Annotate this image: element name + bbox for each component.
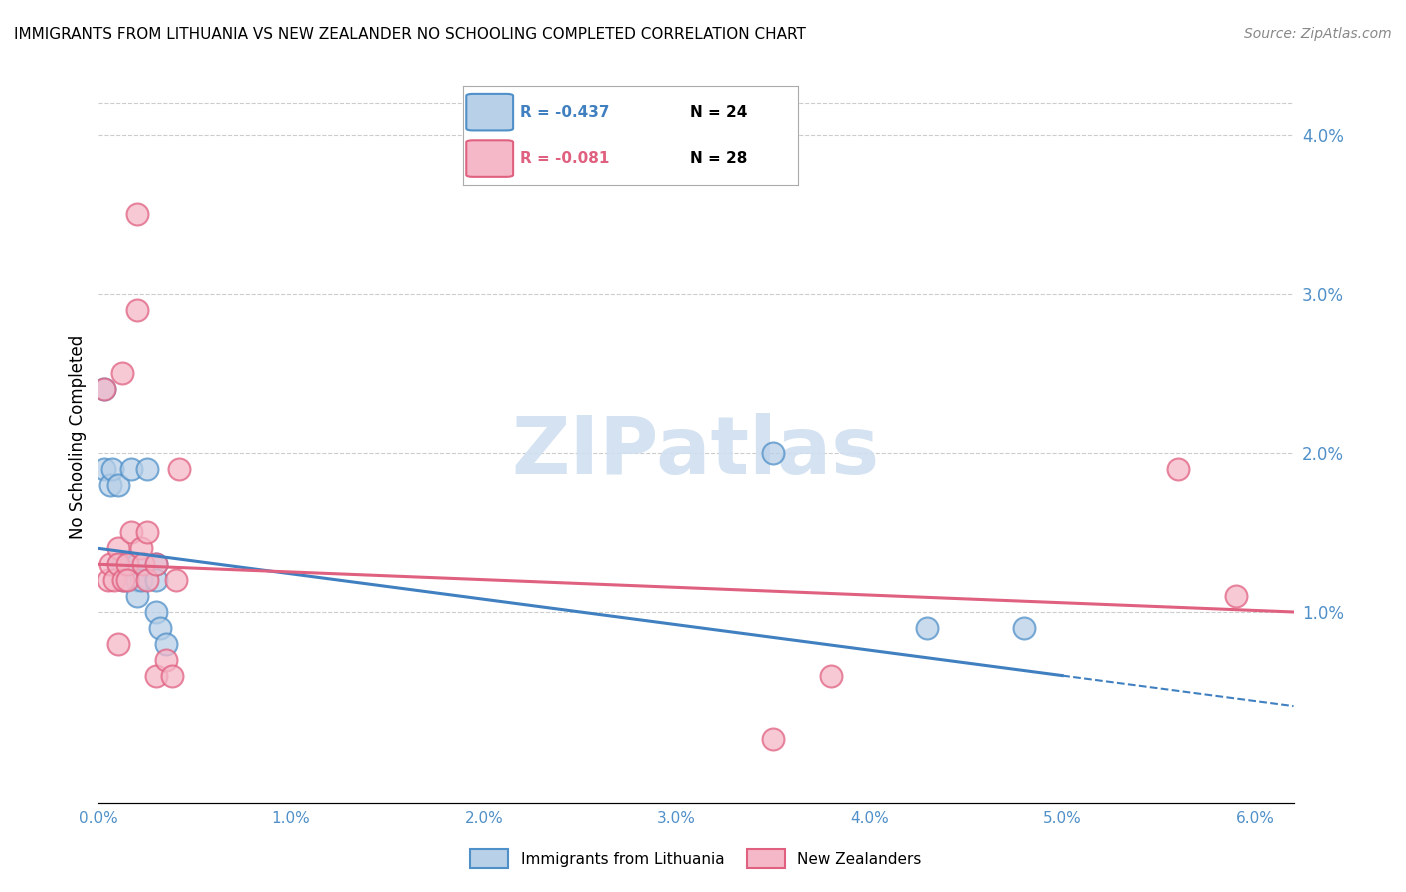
Point: [820, 668, 842, 682]
Point: [155, 637, 177, 651]
Point: [98, 477, 121, 491]
Point: [1012, 621, 1035, 635]
Point: [120, 525, 142, 540]
Point: [145, 668, 167, 682]
Point: [160, 668, 183, 682]
Point: [112, 558, 135, 572]
Point: [135, 462, 157, 476]
Point: [169, 462, 191, 476]
Legend: Immigrants from Lithuania, New Zealanders: Immigrants from Lithuania, New Zealander…: [463, 842, 929, 876]
Point: [145, 573, 167, 587]
Point: [1225, 589, 1247, 603]
Point: [917, 621, 939, 635]
Point: [135, 525, 157, 540]
Point: [93, 383, 115, 397]
Point: [107, 637, 129, 651]
Point: [165, 573, 187, 587]
Point: [149, 621, 172, 635]
Point: [117, 573, 139, 587]
Point: [107, 541, 129, 556]
Point: [125, 589, 148, 603]
Point: [107, 477, 129, 491]
Point: [98, 558, 121, 572]
Text: Source: ZipAtlas.com: Source: ZipAtlas.com: [1244, 27, 1392, 41]
Point: [145, 558, 167, 572]
Point: [110, 367, 132, 381]
Point: [120, 462, 142, 476]
Point: [125, 207, 148, 221]
Point: [135, 573, 157, 587]
Text: IMMIGRANTS FROM LITHUANIA VS NEW ZEALANDER NO SCHOOLING COMPLETED CORRELATION CH: IMMIGRANTS FROM LITHUANIA VS NEW ZEALAND…: [14, 27, 806, 42]
Point: [93, 383, 115, 397]
Point: [110, 558, 132, 572]
Point: [762, 732, 785, 747]
Point: [132, 558, 155, 572]
Point: [101, 462, 124, 476]
Point: [112, 573, 135, 587]
Point: [93, 462, 115, 476]
Point: [129, 573, 152, 587]
Y-axis label: No Schooling Completed: No Schooling Completed: [69, 335, 87, 539]
Point: [762, 446, 785, 460]
Point: [117, 558, 139, 572]
Point: [107, 558, 129, 572]
Point: [129, 541, 152, 556]
Point: [125, 573, 148, 587]
Text: ZIPatlas: ZIPatlas: [512, 413, 880, 491]
Point: [97, 573, 120, 587]
Point: [125, 302, 148, 317]
Point: [155, 653, 177, 667]
Point: [117, 558, 139, 572]
Point: [103, 573, 125, 587]
Point: [145, 605, 167, 619]
Point: [107, 558, 129, 572]
Point: [145, 558, 167, 572]
Point: [1167, 462, 1189, 476]
Point: [112, 573, 135, 587]
Point: [125, 558, 148, 572]
